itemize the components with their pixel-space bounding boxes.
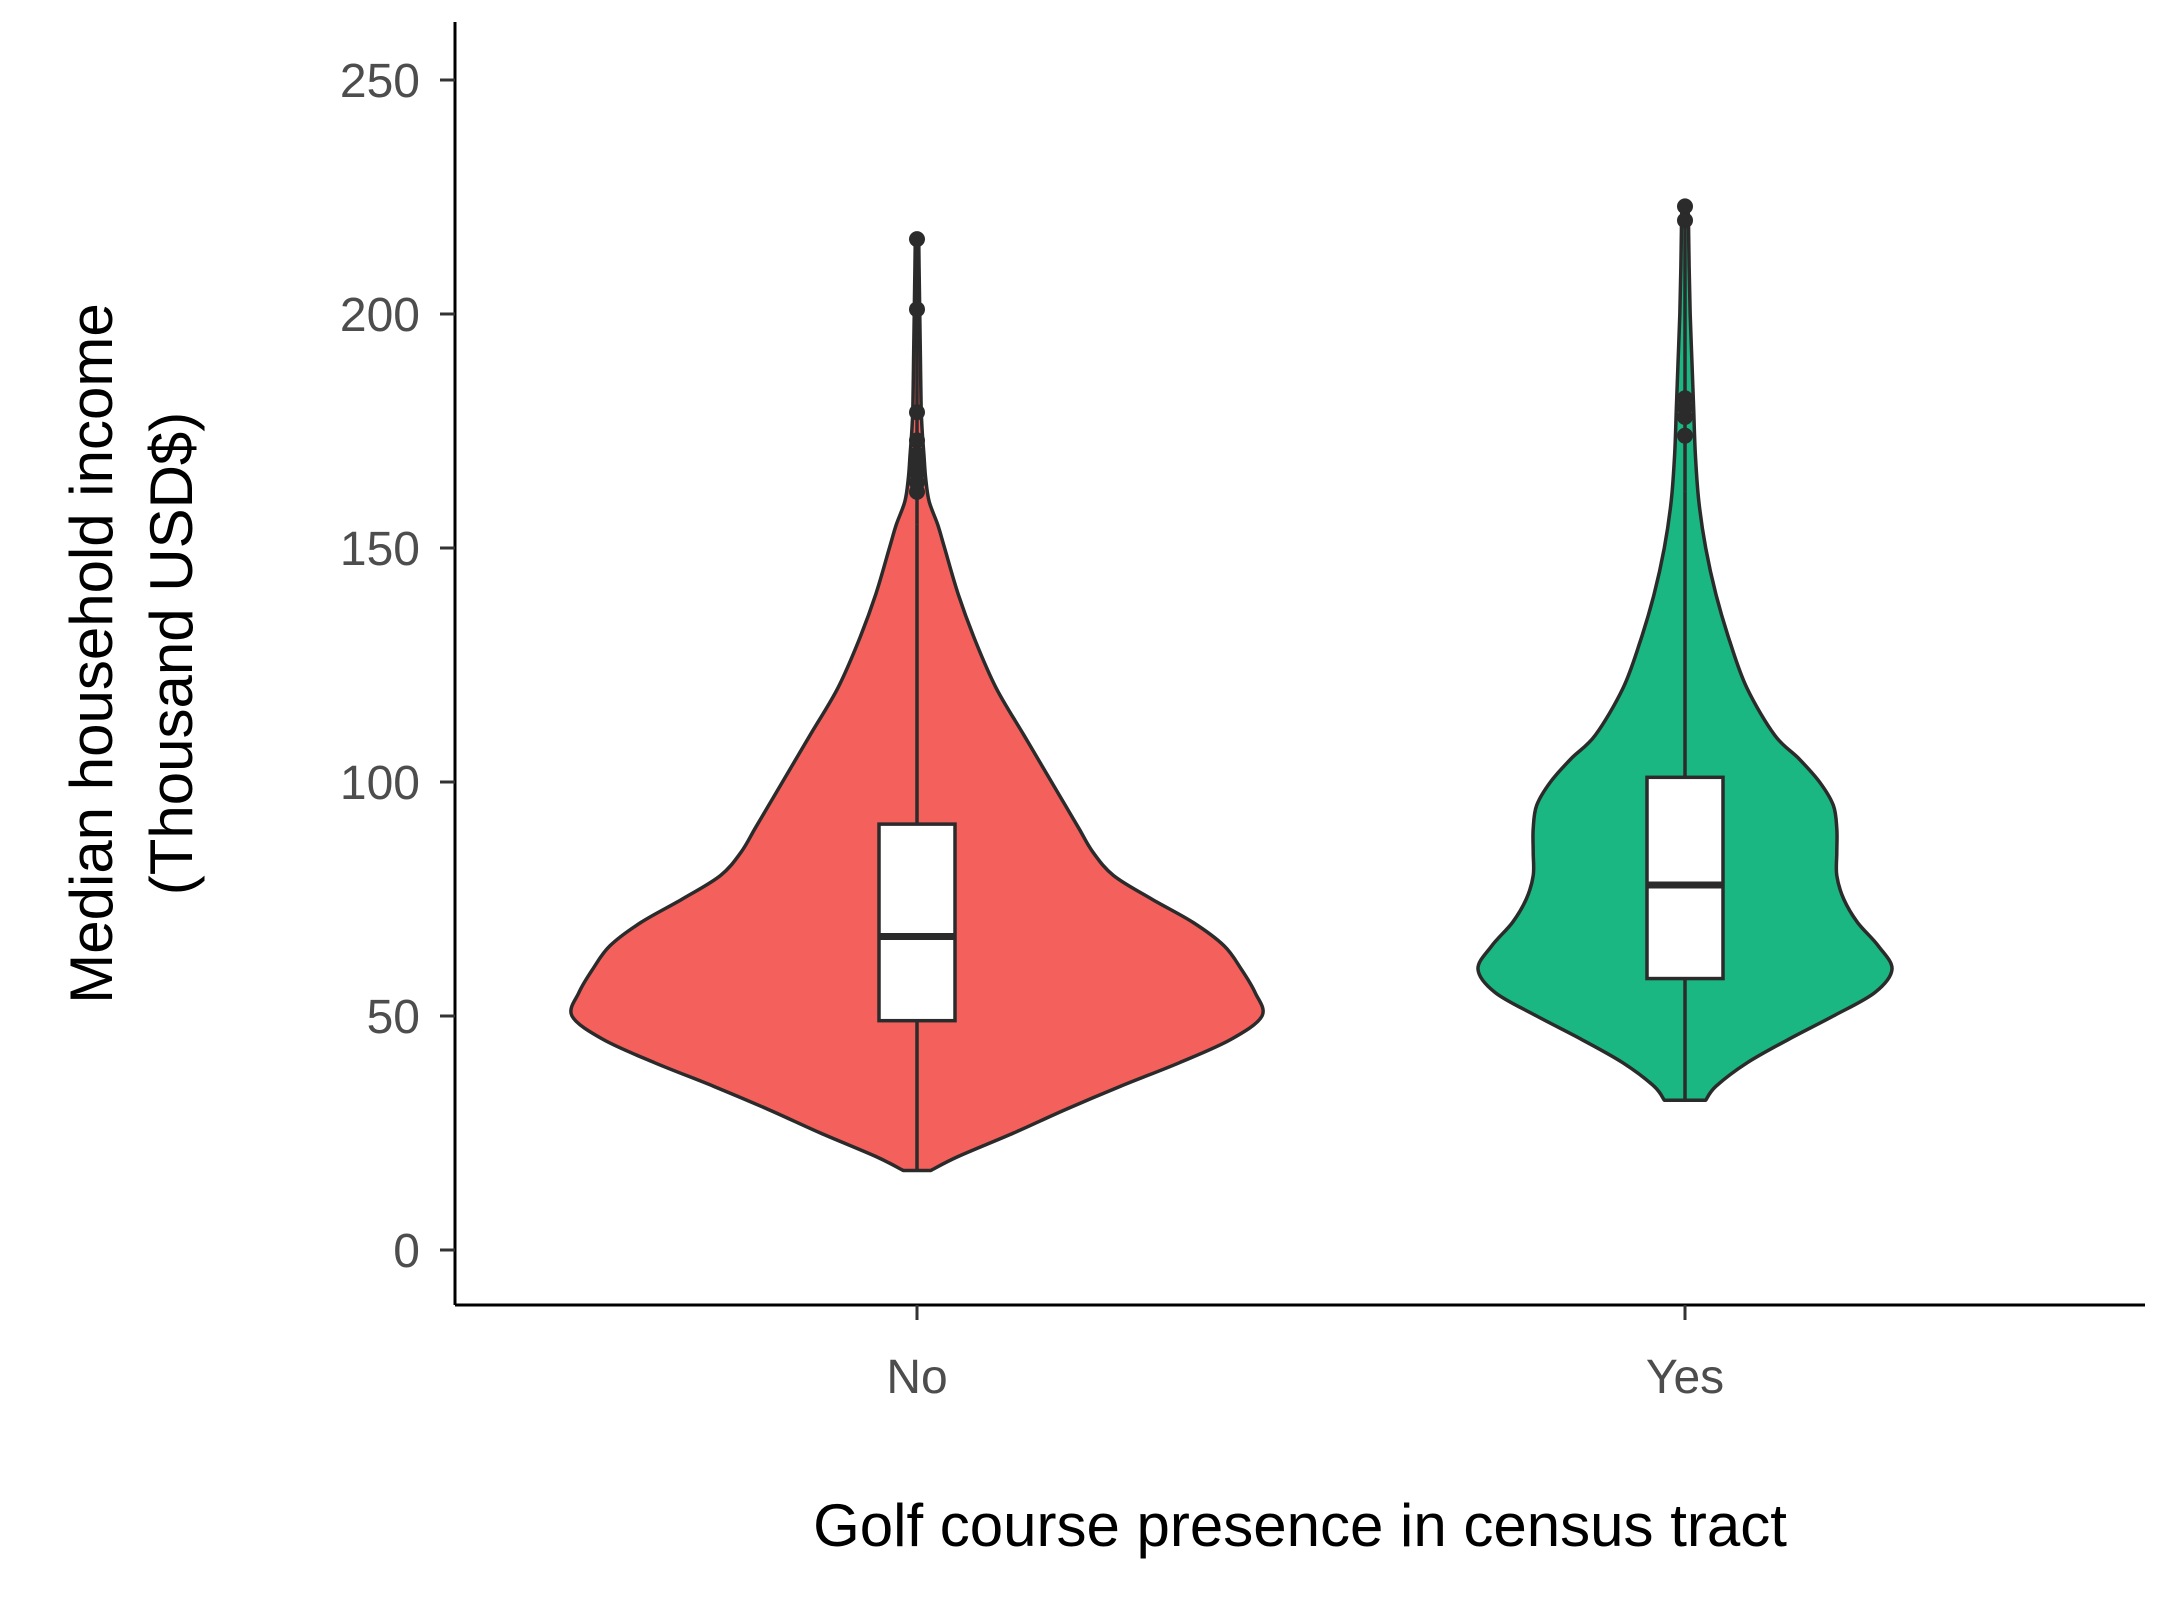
outlier-yes-1: [1677, 212, 1693, 229]
outlier-no-1: [909, 301, 925, 318]
box-no: [877, 822, 957, 1023]
outlier-yes-0: [1677, 198, 1693, 215]
y-tick-label-150: 150: [340, 523, 420, 576]
y-axis-title: Median household income (Thousand USD$): [58, 303, 205, 1003]
y-tick-label-0: 0: [393, 1225, 420, 1278]
y-tick-label-100: 100: [340, 757, 420, 810]
outlier-no-2: [909, 404, 925, 421]
plot-area: [569, 198, 1894, 1173]
x-axis-ticks: No Yes: [886, 1305, 1724, 1404]
box-yes: [1645, 775, 1725, 981]
violin-layer: [569, 198, 1894, 1173]
x-axis-title: Golf course presence in census tract: [813, 1492, 1787, 1559]
x-tick-label-yes: Yes: [1646, 1351, 1724, 1404]
outlier-no-0: [909, 231, 925, 248]
y-axis-title-line-2: (Thousand USD$): [138, 412, 205, 896]
outlier-no-3: [909, 432, 925, 449]
outlier-yes-4: [1677, 408, 1693, 425]
outlier-no-8: [909, 483, 925, 500]
y-axis-title-line-1: Median household income: [58, 303, 125, 1003]
y-tick-label-50: 50: [367, 991, 420, 1044]
y-axis-ticks: 0 50 100 150 200 250: [340, 55, 455, 1278]
x-tick-label-no: No: [886, 1351, 947, 1404]
outlier-yes-5: [1677, 427, 1693, 444]
violin-group-yes: [1476, 198, 1894, 1102]
y-tick-label-200: 200: [340, 289, 420, 342]
y-tick-label-250: 250: [340, 55, 420, 108]
violin-group-no: [569, 231, 1265, 1173]
